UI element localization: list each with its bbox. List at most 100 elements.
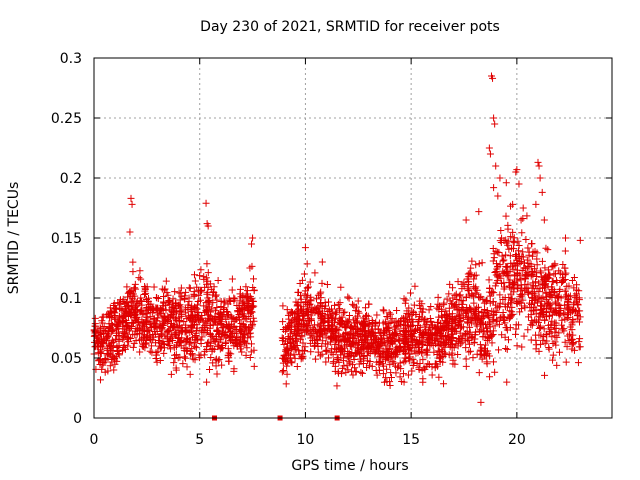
data-point — [169, 336, 177, 344]
data-point — [401, 299, 409, 307]
data-point — [233, 339, 241, 347]
data-point — [538, 188, 546, 196]
data-point — [562, 358, 570, 366]
data-point — [156, 357, 164, 365]
data-point — [532, 341, 540, 349]
data-point — [549, 278, 557, 286]
data-point — [202, 199, 210, 207]
data-point — [521, 304, 529, 312]
data-point — [486, 299, 494, 307]
data-point — [527, 262, 535, 270]
data-point — [316, 352, 324, 360]
data-point — [299, 352, 307, 360]
data-point — [164, 327, 172, 335]
data-point — [387, 354, 395, 362]
data-point — [434, 300, 442, 308]
data-point — [314, 329, 322, 337]
data-point — [516, 293, 524, 301]
data-point — [314, 303, 322, 311]
data-point — [343, 361, 351, 369]
data-point — [291, 354, 299, 362]
data-point — [303, 284, 311, 292]
data-point — [344, 366, 352, 374]
data-point — [435, 313, 443, 321]
data-point — [322, 358, 330, 366]
data-point — [195, 351, 203, 359]
data-point — [186, 284, 194, 292]
data-point — [331, 345, 339, 353]
data-point — [480, 350, 488, 358]
data-point — [141, 282, 149, 290]
data-point — [179, 360, 187, 368]
data-point — [155, 311, 163, 319]
data-point — [144, 327, 152, 335]
data-point — [527, 240, 535, 248]
data-point — [488, 289, 496, 297]
data-point — [352, 338, 360, 346]
data-point — [573, 312, 581, 320]
data-point — [236, 285, 244, 293]
data-point — [361, 327, 369, 335]
data-point — [431, 364, 439, 372]
data-point — [246, 308, 254, 316]
data-point — [182, 288, 190, 296]
data-point — [475, 369, 483, 377]
data-point — [395, 362, 403, 370]
data-point — [249, 234, 257, 242]
data-point — [368, 362, 376, 370]
data-point — [165, 326, 173, 334]
data-point — [240, 298, 248, 306]
data-point — [386, 381, 394, 389]
data-point — [535, 288, 543, 296]
data-point — [164, 298, 172, 306]
x-tick-label: 0 — [90, 432, 99, 448]
data-point — [315, 307, 323, 315]
data-point — [509, 200, 517, 208]
data-point — [472, 283, 480, 291]
data-point — [205, 303, 213, 311]
data-point — [195, 317, 203, 325]
data-point — [536, 284, 544, 292]
data-point — [160, 286, 168, 294]
data-point — [476, 351, 484, 359]
data-point — [478, 355, 486, 363]
data-point — [177, 284, 185, 292]
data-point — [376, 359, 384, 367]
data-point — [298, 353, 306, 361]
data-point — [400, 348, 408, 356]
data-point — [325, 354, 333, 362]
data-point — [458, 304, 466, 312]
data-point — [489, 327, 497, 335]
data-point — [314, 291, 322, 299]
data-point — [501, 283, 509, 291]
data-point — [279, 302, 287, 310]
data-point — [154, 336, 162, 344]
data-point — [163, 335, 171, 343]
data-point — [189, 355, 197, 363]
data-point — [446, 280, 454, 288]
data-point — [449, 326, 457, 334]
data-point — [546, 329, 554, 337]
data-point — [375, 366, 383, 374]
data-point — [491, 368, 499, 376]
data-point — [350, 322, 358, 330]
data-point — [384, 323, 392, 331]
data-point — [285, 315, 293, 323]
data-point — [171, 315, 179, 323]
data-point — [502, 251, 510, 259]
data-point — [449, 360, 457, 368]
data-point — [564, 314, 572, 322]
data-point — [491, 282, 499, 290]
data-point — [512, 330, 520, 338]
data-point — [477, 398, 485, 406]
data-point — [383, 365, 391, 373]
data-point — [482, 308, 490, 316]
data-point — [378, 339, 386, 347]
data-point — [532, 310, 540, 318]
data-point — [446, 315, 454, 323]
data-point — [279, 354, 287, 362]
data-point — [281, 337, 289, 345]
data-point — [565, 303, 573, 311]
data-point — [483, 328, 491, 336]
